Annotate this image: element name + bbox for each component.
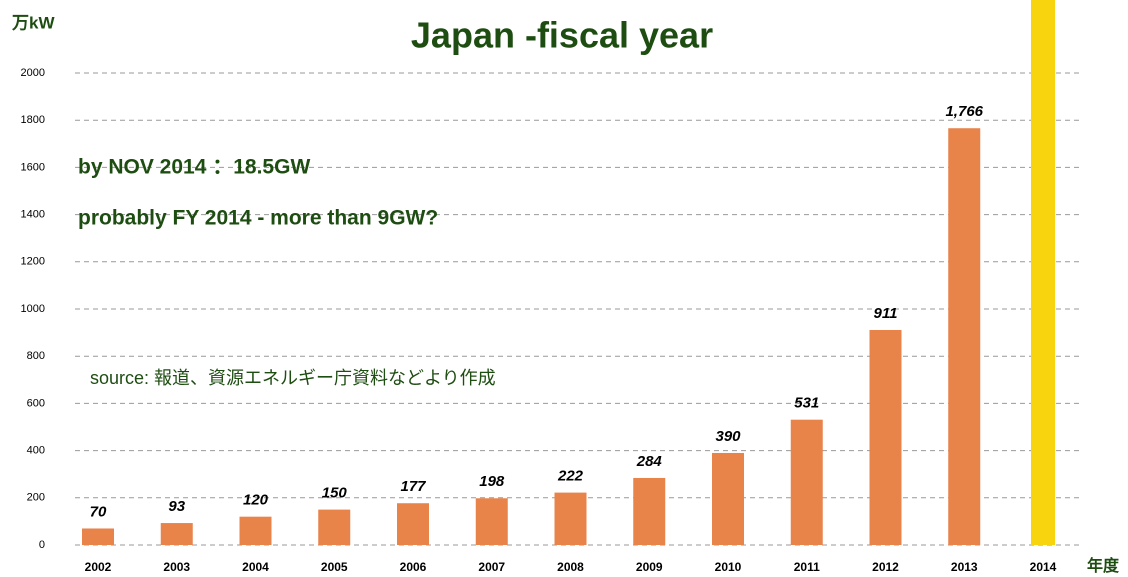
- bar: [82, 528, 114, 545]
- chart-title: Japan -fiscal year: [411, 15, 713, 56]
- x-tick-label: 2005: [321, 560, 348, 574]
- x-tick-label: 2006: [400, 560, 427, 574]
- annotation: probably FY 2014 - more than 9GW?: [78, 207, 438, 230]
- bar: [475, 498, 508, 545]
- data-label: 198: [479, 473, 505, 490]
- y-axis-label: 万kW: [11, 13, 55, 32]
- y-tick-label: 1200: [21, 256, 45, 268]
- plot: 0 200 400 600 800 1000 1200 1400 1600 1800 2000 200…: [21, 0, 1080, 574]
- y-tick-label: 800: [27, 350, 45, 362]
- y-tick-label: 0: [39, 539, 45, 551]
- x-tick-label: 2008: [557, 560, 584, 574]
- bar: [790, 419, 823, 545]
- bar: [554, 492, 587, 545]
- y-tick-label: 1400: [21, 209, 45, 221]
- x-tick-label: 2013: [951, 560, 978, 574]
- bar: [160, 523, 193, 545]
- bar: [1031, 0, 1055, 545]
- annotation: by NOV 2014 ：18.5GW: [78, 156, 310, 179]
- y-tick-label: 200: [27, 492, 45, 504]
- y-tick-label: 600: [27, 397, 45, 409]
- data-label: 531: [794, 395, 819, 412]
- bar: [239, 516, 272, 545]
- data-label: 177: [400, 478, 426, 495]
- bar: [712, 452, 744, 545]
- data-label: 222: [557, 468, 584, 485]
- x-tick-label: 2003: [163, 560, 190, 574]
- bar: [318, 509, 351, 545]
- y-tick-label: 1600: [21, 161, 45, 173]
- data-label: 1,766: [945, 103, 983, 120]
- y-tick-label: 1800: [21, 114, 45, 126]
- bar: [948, 128, 981, 545]
- x-axis-label: 年度: [1087, 556, 1120, 575]
- y-tick-label: 1000: [21, 303, 45, 315]
- x-tick-label: 2014: [1030, 560, 1057, 574]
- x-tick-label: 2007: [478, 560, 505, 574]
- bar: [869, 330, 902, 545]
- x-tick-label: 2009: [636, 560, 663, 574]
- annotation: source: 報道、資源エネルギー庁資料などより作成: [90, 368, 496, 388]
- data-label: 390: [715, 428, 741, 445]
- y-tick-label: 400: [27, 445, 45, 457]
- bar: [397, 503, 429, 545]
- data-label: 150: [322, 485, 348, 502]
- bar: [633, 477, 666, 545]
- data-label: 120: [243, 492, 269, 509]
- x-tick-label: 2011: [794, 560, 820, 574]
- data-label: 93: [168, 498, 185, 515]
- x-tick-label: 2012: [872, 560, 899, 574]
- x-tick-label: 2004: [242, 560, 269, 574]
- data-label: 70: [90, 503, 107, 520]
- x-tick-label: 2002: [85, 560, 112, 574]
- x-tick-label: 2010: [715, 560, 742, 574]
- data-label: 284: [636, 453, 663, 470]
- y-tick-label: 2000: [21, 67, 45, 79]
- data-label: 911: [874, 305, 898, 322]
